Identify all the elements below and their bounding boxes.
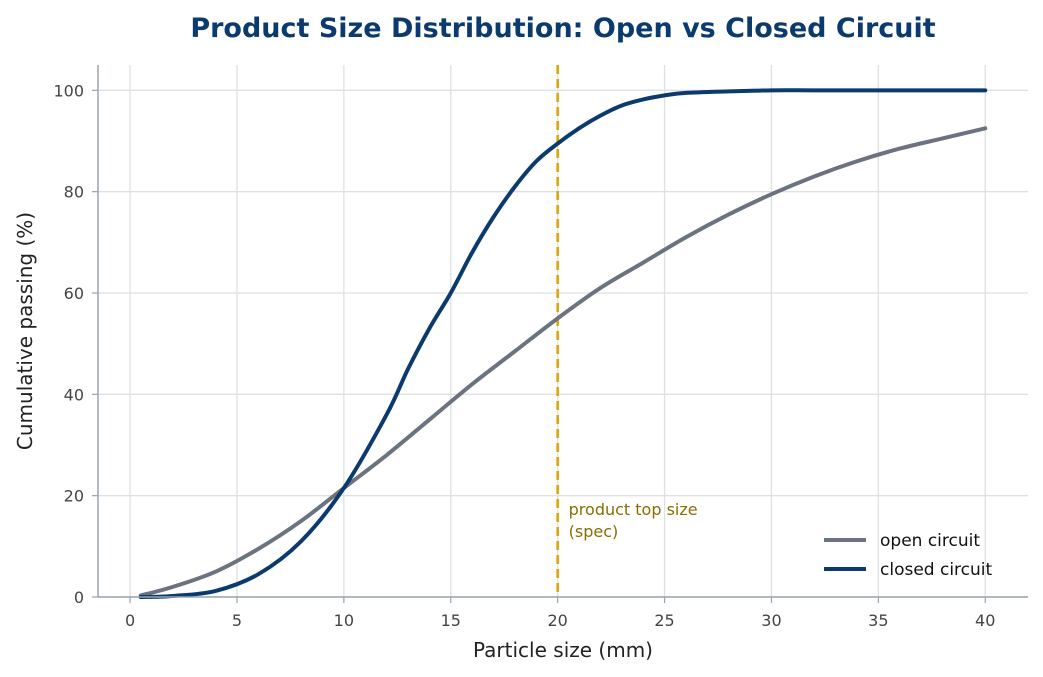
y-axis-label: Cumulative passing (%) [13,212,37,450]
x-tick-label: 5 [232,611,242,630]
x-tick-label: 20 [547,611,567,630]
annotation-label: (spec) [569,522,619,541]
series-line [138,126,988,598]
legend-label: closed circuit [880,560,993,580]
y-tick-label: 40 [64,385,84,404]
axes [92,65,1028,603]
x-tick-label: 30 [761,611,781,630]
legend-label: open circuit [880,531,980,551]
legend: open circuit closed circuit [824,531,993,580]
x-tick-label: 0 [125,611,135,630]
series-layer [138,88,988,599]
x-tick-label: 15 [441,611,461,630]
x-tick-label: 25 [654,611,674,630]
x-tick-label: 35 [868,611,888,630]
y-tick-label: 0 [74,588,84,607]
annotation-label: product top size [569,500,698,519]
y-tick-label: 80 [64,183,84,202]
y-tick-label: 100 [53,81,84,100]
chart-title: Product Size Distribution: Open vs Close… [190,13,935,44]
grid [98,65,1028,598]
annotation-layer: product top size (spec) [556,65,698,597]
y-tick-label: 20 [64,487,84,506]
tick-labels: 0 5 10 15 20 25 30 35 40 0 20 40 60 80 100 [53,81,995,630]
x-tick-label: 40 [975,611,995,630]
x-axis-label: Particle size (mm) [473,638,653,662]
x-tick-label: 10 [334,611,354,630]
y-tick-label: 60 [64,284,84,303]
series-line [138,88,988,599]
